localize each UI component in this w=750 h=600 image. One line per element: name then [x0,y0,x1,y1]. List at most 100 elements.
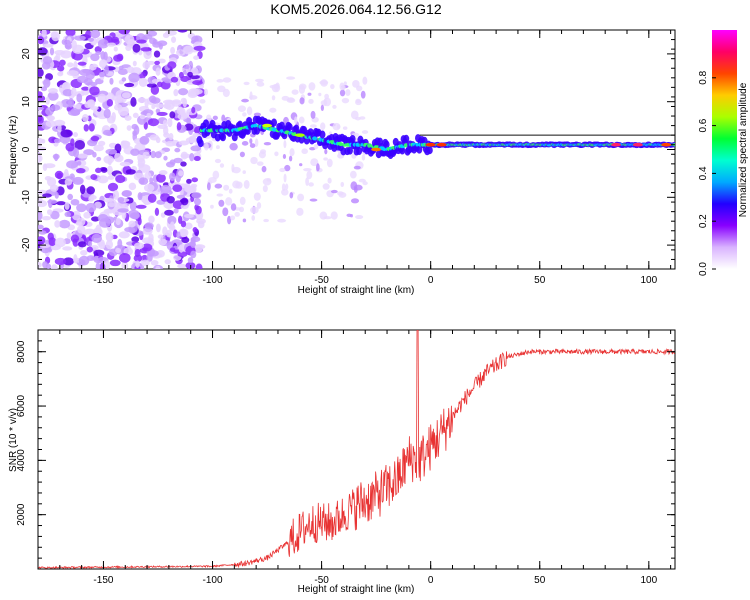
heatmap-cell [189,152,195,162]
heatmap-cell [143,49,152,60]
heatmap-cell [355,98,361,104]
heatmap-cell [129,201,137,211]
heatmap-cell [41,215,52,221]
heatmap-cell [128,220,136,228]
heatmap-cell [177,88,189,96]
heatmap-cell [157,124,168,129]
heatmap-cell [308,98,314,104]
heatmap-cell [143,184,155,192]
heatmap-cell [42,43,54,48]
heatmap-cell [150,150,156,159]
heatmap-cell [222,77,232,83]
heatmap-cell [188,135,197,143]
heatmap-cell [87,99,96,108]
heatmap-cell [287,97,295,102]
heatmap-cell [59,59,66,66]
heatmap-cell [54,170,64,179]
heatmap-cell [155,67,161,76]
heatmap-cell [210,204,214,209]
heatmap-cell [206,182,211,191]
heatmap-cell [100,167,108,173]
heatmap-cell [299,97,305,105]
heatmap-cell [399,146,406,155]
heatmap-cell [246,106,253,116]
heatmap-cell [46,209,53,215]
heatmap-cell [349,134,356,143]
heatmap-cell [122,140,131,148]
heatmap-cell [241,98,249,103]
heatmap-cell [250,206,259,214]
heatmap-cell [57,65,65,72]
heatmap-cell [106,42,116,47]
heatmap-cell [436,142,447,147]
heatmap-cell [219,133,226,142]
heatmap-cell [186,118,191,126]
heatmap-cell [75,103,82,110]
heatmap-cell [176,122,182,131]
heatmap-cell [88,196,94,202]
heatmap-cell [147,118,160,127]
heatmap-cell [183,184,192,193]
heatmap-cell [49,184,59,192]
heatmap-cell [139,135,150,145]
heatmap-cell [157,58,166,64]
heatmap-cell [239,196,246,206]
heatmap-cell [154,103,165,108]
heatmap-cell [118,252,131,263]
x-tick-label: -100 [203,575,223,586]
heatmap-cell [66,160,79,169]
heatmap-cell [54,257,67,266]
heatmap-cell [323,157,328,161]
heatmap-cell [158,238,168,246]
heatmap-cell [79,184,86,195]
heatmap-cell [112,95,118,101]
heatmap-cell [253,112,261,117]
heatmap-cell [121,92,131,99]
heatmap-cell [106,165,113,176]
heatmap-cell [68,109,80,116]
heatmap-cell [121,77,127,82]
heatmap-cell [316,163,320,172]
heatmap-cell [169,111,176,119]
heatmap-cell [191,177,199,183]
heatmap-cell [114,152,121,162]
heatmap-cell [38,106,44,111]
heatmap-cell [324,149,328,155]
heatmap-cell [86,186,95,195]
heatmap-cell [147,193,157,203]
heatmap-cell [115,174,126,184]
heatmap-cell [125,169,136,175]
heatmap-cell [38,262,42,268]
snr-x-label: Height of straight line (km) [298,584,415,595]
heatmap-cell [45,107,54,116]
heatmap-cell [133,242,145,250]
heatmap-cell [97,175,109,184]
x-tick-label: 100 [640,275,657,286]
heatmap-cell [192,227,198,233]
heatmap-cell [156,81,163,88]
heatmap-cell [283,173,287,183]
heatmap-cell [309,198,318,202]
heatmap-cell [121,190,131,197]
heatmap-cell [43,163,56,169]
heatmap-cell [231,163,235,173]
heatmap-cell [42,261,48,269]
heatmap-cell [269,107,277,113]
heatmap-cell [94,46,102,53]
heatmap-cell [104,64,109,75]
heatmap-cell [39,243,51,248]
heatmap-cell [137,157,146,167]
heatmap-cell [318,92,322,97]
heatmap-cell [93,144,104,152]
heatmap-cell [126,125,132,131]
heatmap-cell [66,70,79,77]
heatmap-cell [99,262,106,269]
y-tick-label: 6000 [16,394,27,417]
heatmap-cell [242,170,246,174]
heatmap-cell [100,51,106,60]
heatmap-cell [126,66,135,74]
heatmap-cell [73,132,78,138]
heatmap-cell [66,232,72,239]
heatmap-cell [193,244,203,253]
heatmap-cell [310,124,317,128]
